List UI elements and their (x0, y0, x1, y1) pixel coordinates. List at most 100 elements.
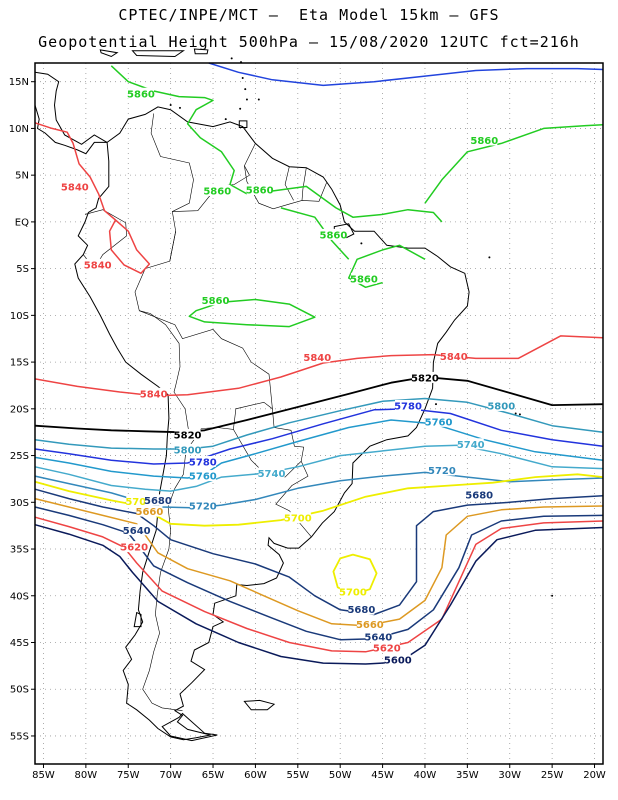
lon-tick-label: 45W (371, 770, 394, 781)
contour-label-bg (121, 541, 148, 553)
contour-label-bg (144, 494, 171, 506)
contour-label: 5660 (136, 507, 164, 518)
lat-tick-label: 40S (10, 591, 29, 602)
contour-label-bg (136, 505, 163, 517)
contour-5860-mid (280, 207, 350, 260)
islet (518, 413, 521, 416)
contour-label: 5640 (364, 632, 392, 643)
contour-5760 (34, 419, 604, 479)
contour-label: 5840 (84, 260, 112, 271)
islet (257, 98, 260, 101)
contour-label-bg (440, 350, 467, 362)
contour-label: 5740 (258, 469, 286, 480)
contour-label-bg (356, 618, 383, 630)
contour-label: 5800 (174, 445, 202, 456)
coastline-central-america (34, 71, 108, 145)
contour-label: 5720 (428, 466, 456, 477)
contour-5860-east (347, 244, 426, 289)
contour-5620 (34, 516, 604, 653)
country-border (139, 310, 273, 436)
lat-tick-label: 10S (10, 311, 29, 322)
contour-5680 (34, 488, 604, 616)
lat-tick-label: 25S (10, 451, 29, 462)
contour-5860-loop (188, 298, 316, 328)
lat-tick-label: 15S (10, 358, 29, 369)
contour-label: 5760 (425, 417, 453, 428)
lat-tick-label: 50S (10, 685, 29, 696)
contour-label: 5860 (319, 230, 347, 241)
islet (360, 242, 363, 245)
contour-label-bg (174, 428, 201, 440)
country-border (169, 231, 176, 262)
contour-label-bg (189, 470, 216, 482)
contour-label-bg (304, 351, 331, 363)
lon-tick-label: 80W (75, 770, 98, 781)
contour-5840-nw (34, 122, 116, 221)
lat-tick-label: 10N (9, 124, 29, 135)
contour-label-bg (126, 495, 153, 507)
lon-tick-label: 65W (202, 770, 225, 781)
island-jamaica (99, 49, 119, 58)
contour-5860-atlantic (424, 123, 604, 204)
contour-labels: 5860 5860 5860 5860 5860 5860 5860 5840 5840 5840… (61, 87, 515, 667)
contour-label-bg (123, 524, 150, 536)
contour-label-bg (428, 464, 455, 476)
contour-label-bg (84, 258, 111, 270)
contour-top-blue (208, 62, 604, 87)
contour-label-bg (365, 630, 392, 642)
contour-label: 5760 (189, 472, 217, 483)
contour-label-bg (348, 603, 375, 615)
contour-label: 5840 (440, 352, 468, 363)
lat-tick-label: 35S (10, 545, 29, 556)
country-border (134, 113, 197, 711)
contour-label-bg (411, 371, 438, 383)
contour-label: 5840 (303, 353, 331, 364)
contour-label-bg (258, 467, 285, 479)
lat-tick-label: 55S (10, 731, 29, 742)
contour-5820 (34, 376, 604, 434)
contour-label: 5840 (61, 183, 89, 194)
island-hispaniola (131, 50, 186, 58)
lat-tick-label: EQ (15, 217, 29, 228)
lat-tick-label: 5S (16, 264, 29, 275)
contour-label-bg (395, 399, 422, 411)
contour-label: 5680 (347, 605, 375, 616)
islet (241, 76, 244, 79)
map-frame (34, 62, 604, 765)
islet (488, 256, 491, 259)
contour-label-bg (471, 134, 498, 146)
contour-5840-main (34, 335, 604, 397)
islet (551, 594, 554, 597)
island-falklands (243, 699, 276, 711)
contour-label-bg (61, 181, 88, 193)
lat-tick-label: 20S (10, 404, 29, 415)
contour-label: 5860 (203, 186, 231, 197)
contour-label: 5600 (384, 656, 412, 667)
contour-label: 5660 (356, 620, 384, 631)
contour-label: 5800 (487, 401, 515, 412)
contour-label: 5700 (284, 514, 312, 525)
contour-label-bg (127, 87, 154, 99)
country-border (301, 167, 307, 201)
lon-tick-label: 30W (498, 770, 521, 781)
contour-label-bg (204, 184, 231, 196)
contour-label-bg (189, 456, 216, 468)
contour-label: 5740 (457, 440, 485, 451)
contour-label: 5860 (470, 136, 498, 147)
islet (178, 106, 181, 109)
map-subtitle: Geopotential Height 500hPa – 15/08/2020 … (38, 33, 580, 51)
island-puerto-rico (193, 48, 209, 55)
contour-label: 5720 (189, 501, 217, 512)
islet (230, 57, 233, 60)
contour-5660 (34, 497, 604, 627)
coastline-central-america-pacific (34, 104, 108, 155)
contour-label-bg (189, 499, 216, 511)
contour-label: 5680 (465, 490, 493, 501)
contour-label: 5860 (246, 186, 274, 197)
contour-label: 5700 (125, 497, 153, 508)
contour-label-bg (202, 294, 229, 306)
lon-tick-label: 85W (32, 770, 55, 781)
lon-tick-label: 55W (286, 770, 309, 781)
contour-label-bg (320, 228, 347, 240)
country-border (244, 143, 327, 210)
